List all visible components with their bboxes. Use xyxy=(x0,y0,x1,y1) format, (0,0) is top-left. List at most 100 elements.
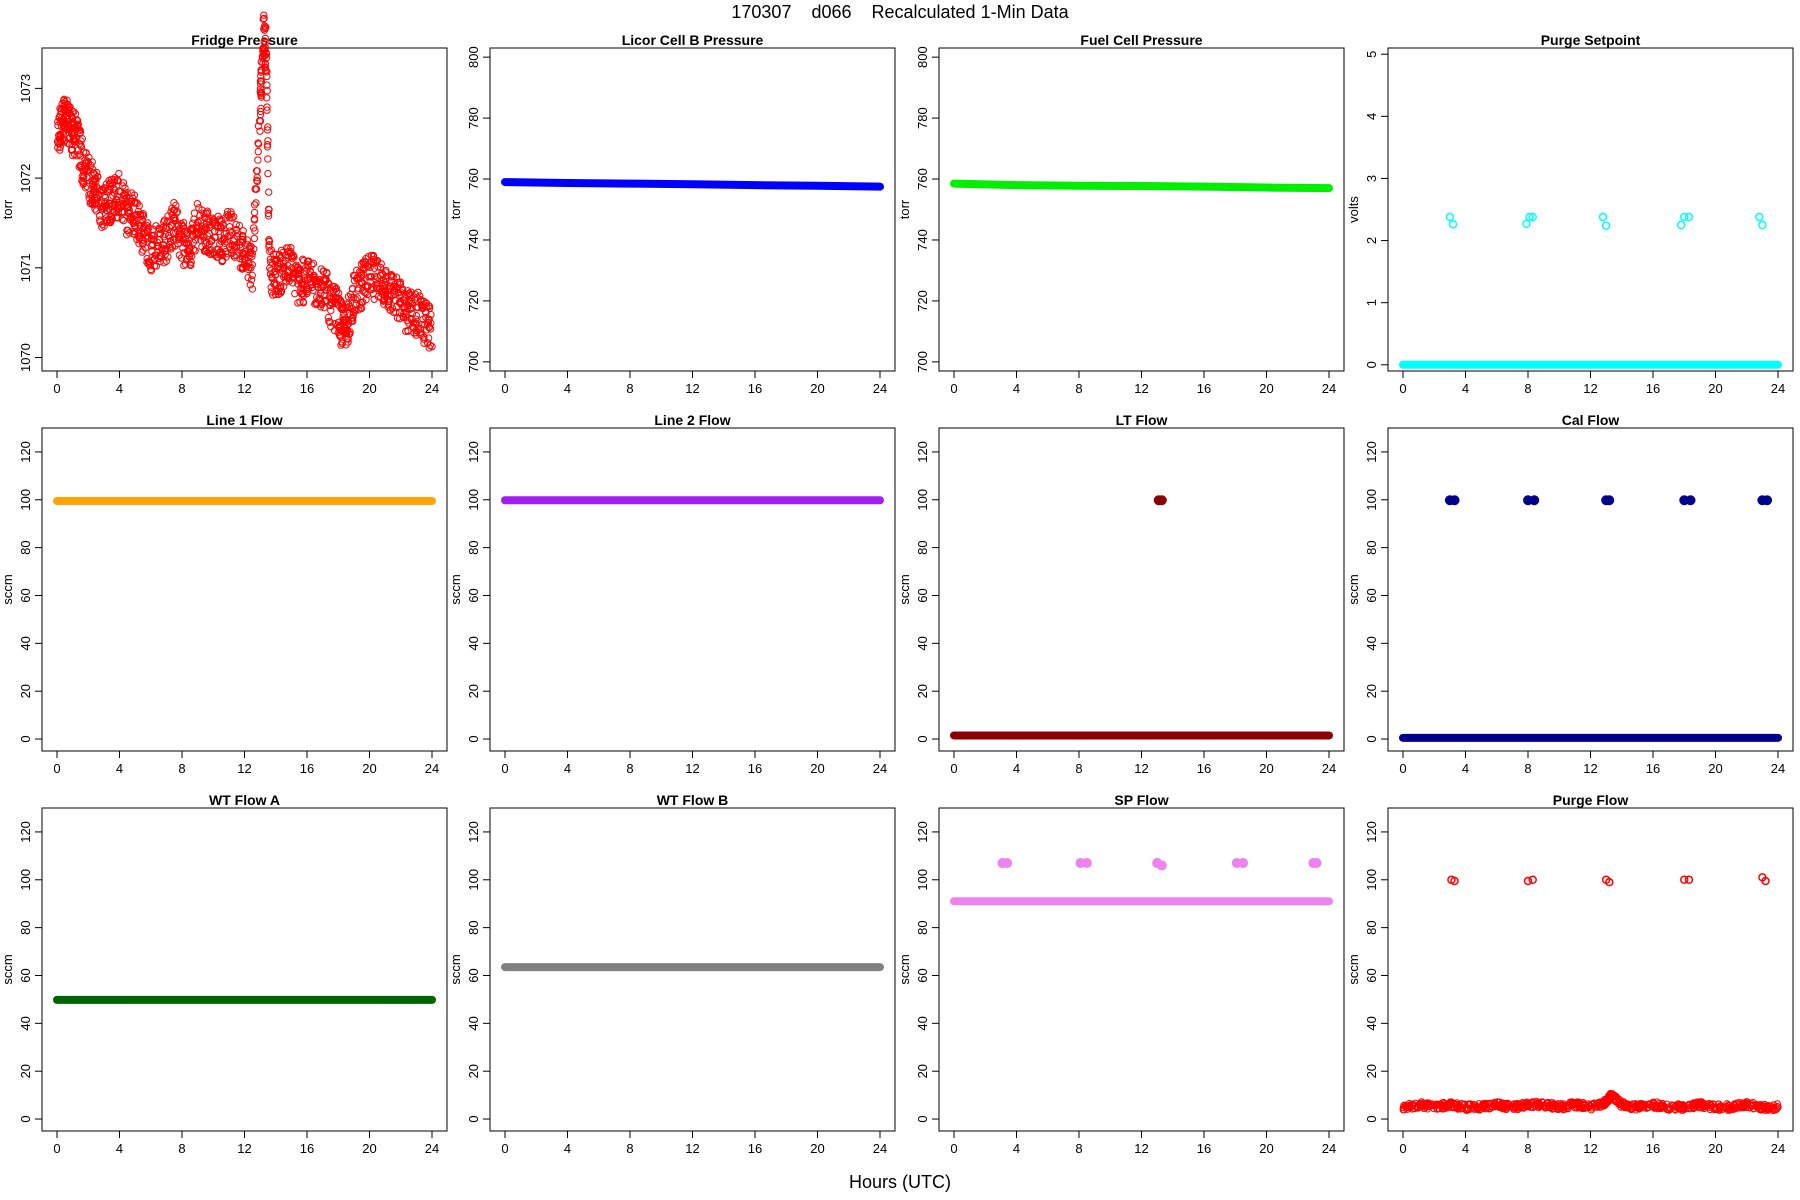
data-point xyxy=(1555,1104,1564,1113)
y-axis-label: sccm xyxy=(897,954,912,984)
data-point xyxy=(1238,858,1249,869)
x-tick-label: 12 xyxy=(685,761,699,776)
x-tick-label: 20 xyxy=(362,381,376,396)
data-point xyxy=(281,256,289,264)
data-point xyxy=(263,126,272,134)
data-point xyxy=(121,184,129,192)
x-tick-label: 12 xyxy=(685,1141,699,1156)
data-point xyxy=(391,296,399,305)
data-point xyxy=(1698,1098,1706,1107)
data-point xyxy=(209,215,218,224)
x-tick-label: 24 xyxy=(425,761,439,776)
data-point xyxy=(417,296,425,304)
data-point xyxy=(366,277,374,286)
data-point xyxy=(296,266,305,274)
data-point xyxy=(98,223,106,232)
data-point xyxy=(423,339,432,347)
data-point xyxy=(267,246,275,254)
data-point xyxy=(92,178,100,186)
data-point xyxy=(319,282,327,291)
y-tick-label: 0 xyxy=(1364,361,1379,368)
data-point xyxy=(340,305,348,314)
data-point xyxy=(94,172,102,181)
y-tick-label: 700 xyxy=(466,351,481,373)
data-point xyxy=(252,185,261,193)
data-point xyxy=(296,298,304,306)
panel-title: SP Flow xyxy=(1114,792,1168,808)
x-tick-label: 8 xyxy=(1524,381,1531,396)
x-tick-label: 20 xyxy=(1259,1141,1273,1156)
data-point xyxy=(250,201,259,209)
data-point xyxy=(1463,1105,1471,1114)
data-point xyxy=(350,306,359,315)
panel-sp-flow: SP Flow 0 4 8 12 16 20 24 0 20 40 60 80 100 120 sccm xyxy=(897,792,1345,1156)
data-point xyxy=(421,308,430,316)
series-line xyxy=(950,179,1333,193)
data-point xyxy=(335,294,343,303)
data-point xyxy=(248,285,257,293)
data-point xyxy=(264,137,272,145)
data-point xyxy=(1749,1098,1757,1107)
data-point xyxy=(274,260,282,268)
data-point xyxy=(261,43,269,52)
data-point xyxy=(381,268,390,276)
data-point xyxy=(270,279,279,287)
data-point xyxy=(1446,1103,1455,1111)
y-tick-label: 1 xyxy=(1364,299,1379,306)
y-axis-label: sccm xyxy=(0,574,15,604)
y-tick-label: 40 xyxy=(466,636,481,650)
data-point xyxy=(1525,212,1534,222)
data-point xyxy=(327,298,335,307)
data-point xyxy=(80,179,88,187)
data-point xyxy=(119,216,128,225)
y-tick-label: 60 xyxy=(915,588,930,602)
data-point xyxy=(127,189,136,197)
x-tick-label: 12 xyxy=(237,761,251,776)
data-point xyxy=(250,234,259,243)
x-tick-label: 24 xyxy=(873,1141,887,1156)
data-point xyxy=(256,127,264,135)
panel-line-1-flow: Line 1 Flow 0 4 8 12 16 20 24 0 20 40 60 80 100 120 scc… xyxy=(0,412,448,776)
data-point xyxy=(348,285,357,293)
data-point xyxy=(160,247,169,255)
data-point xyxy=(107,217,115,225)
panel-wt-flow-a: WT Flow A 0 4 8 12 16 20 24 0 20 40 60 80 100 120 sccm xyxy=(0,792,448,1156)
y-tick-label: 60 xyxy=(18,968,33,982)
data-point xyxy=(334,323,343,332)
data-point xyxy=(232,220,240,229)
data-point xyxy=(139,212,148,220)
data-point xyxy=(398,286,407,295)
data-point xyxy=(264,209,273,218)
data-point xyxy=(1576,1100,1584,1109)
data-point xyxy=(1685,495,1696,506)
data-point xyxy=(1408,1105,1416,1113)
data-point xyxy=(1479,1100,1487,1108)
data-point xyxy=(63,96,71,104)
x-tick-label: 8 xyxy=(626,761,633,776)
data-point xyxy=(326,318,334,326)
data-point xyxy=(412,320,421,328)
data-point xyxy=(163,224,171,232)
data-point xyxy=(225,242,234,251)
data-point xyxy=(370,272,379,280)
data-point xyxy=(133,199,141,208)
data-point xyxy=(252,199,260,207)
data-point xyxy=(1730,1100,1738,1108)
x-tick-label: 8 xyxy=(1524,1141,1531,1156)
data-point xyxy=(1515,1102,1523,1111)
data-point xyxy=(1420,1104,1428,1112)
data-point xyxy=(246,249,254,257)
data-point xyxy=(1500,1103,1508,1112)
data-point xyxy=(272,287,281,296)
data-point xyxy=(261,34,269,43)
data-point xyxy=(299,256,308,265)
data-point xyxy=(324,313,333,322)
y-tick-label: 120 xyxy=(1364,441,1379,463)
plot-frame xyxy=(938,427,1345,752)
page-title: 170307 d066 Recalculated 1-Min Data xyxy=(731,2,1069,22)
data-point xyxy=(420,335,428,343)
y-tick-label: 60 xyxy=(466,588,481,602)
y-tick-label: 740 xyxy=(915,229,930,251)
data-point xyxy=(312,276,320,285)
